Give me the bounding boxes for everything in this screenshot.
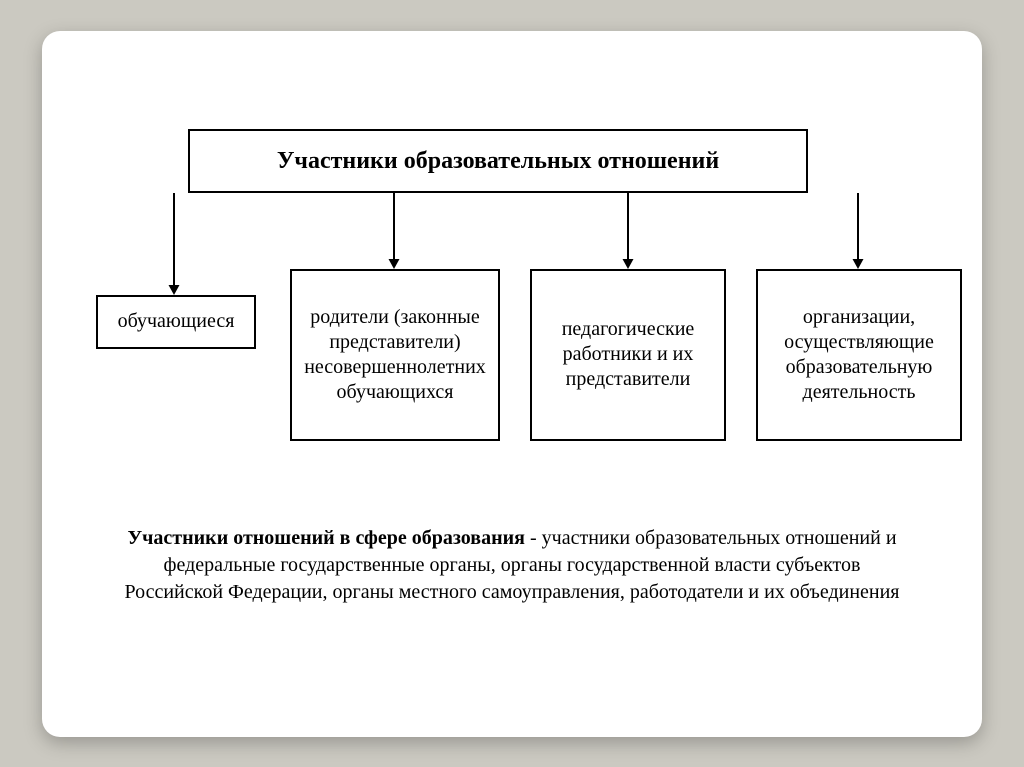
diagram-node-teachers: педагогические работники и их представит… [530, 269, 726, 441]
diagram-node-students: обучающиеся [96, 295, 256, 349]
footer-note: Участники отношений в сфере образования … [42, 525, 982, 606]
footer-note-lead: Участники отношений в сфере образования [127, 527, 525, 549]
diagram-node-parents: родители (законные представители) несове… [290, 269, 500, 441]
diagram-node-orgs: организации, осуществляющие образователь… [756, 269, 962, 441]
diagram-title-text: Участники образовательных отношений [277, 146, 719, 176]
diagram-title-box: Участники образовательных отношений [188, 129, 808, 193]
slide-card: Участники образовательных отношений обуч… [42, 31, 982, 737]
